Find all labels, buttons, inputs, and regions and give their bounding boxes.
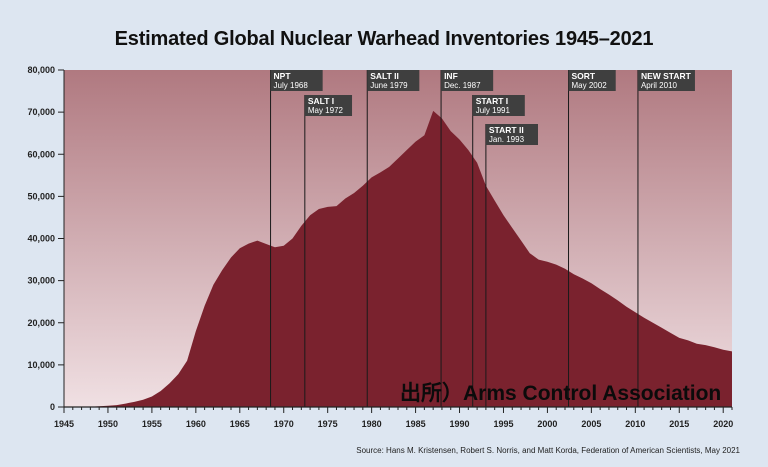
treaty-name: START II xyxy=(489,125,524,135)
treaty-name: INF xyxy=(444,71,458,81)
treaty-lines xyxy=(270,70,639,407)
x-axis: 1945 1950 1955 1960 1965 1970 1975 1980 1985 1990… xyxy=(54,406,733,429)
treaty-label-box xyxy=(270,70,323,91)
y-tick-label: 50,000 xyxy=(27,191,55,201)
y-tick-label: 60,000 xyxy=(27,149,55,159)
treaty-name: SORT xyxy=(572,71,596,81)
treaty-label-box xyxy=(637,70,695,91)
treaty-label-box xyxy=(441,70,494,91)
x-tick-label: 1955 xyxy=(142,419,162,429)
x-tick-label: 1985 xyxy=(406,419,426,429)
treaty-name: NPT xyxy=(274,71,292,81)
treaty-name: NEW START xyxy=(641,71,692,81)
treaty-label-box xyxy=(485,124,538,145)
treaty-date: June 1979 xyxy=(370,81,408,90)
treaty-label-box xyxy=(568,70,616,91)
treaty-date: Dec. 1987 xyxy=(444,81,481,90)
source-note: Source: Hans M. Kristensen, Robert S. No… xyxy=(356,446,740,455)
chart-title: Estimated Global Nuclear Warhead Invento… xyxy=(114,28,654,50)
treaty-name: SALT II xyxy=(370,71,399,81)
treaty-date: April 2010 xyxy=(641,81,678,90)
x-tick-label: 1990 xyxy=(450,419,470,429)
treaty-date: July 1991 xyxy=(476,106,511,115)
x-tick-label: 1965 xyxy=(230,419,250,429)
x-tick-label: 1970 xyxy=(274,419,294,429)
x-tick-label: 2020 xyxy=(713,419,733,429)
x-tick-label: 1950 xyxy=(98,419,118,429)
x-tick-label: 2000 xyxy=(537,419,557,429)
treaty-name: START I xyxy=(476,96,508,106)
x-tick-label: 1945 xyxy=(54,419,74,429)
treaty-date: May 2002 xyxy=(572,81,608,90)
x-tick-label: 1995 xyxy=(493,419,513,429)
treaty-date: Jan. 1993 xyxy=(489,135,525,144)
y-tick-label: 20,000 xyxy=(27,318,55,328)
y-tick-label: 30,000 xyxy=(27,276,55,286)
treaty-label-box xyxy=(304,95,353,116)
y-tick-label: 40,000 xyxy=(27,234,55,244)
treaty-date: May 1972 xyxy=(308,106,344,115)
x-tick-label: 1980 xyxy=(362,419,382,429)
y-tick-label: 70,000 xyxy=(27,107,55,117)
x-tick-label: 2010 xyxy=(625,419,645,429)
watermark-text: 出所）Arms Control Association xyxy=(400,382,722,405)
y-tick-label: 0 xyxy=(50,402,55,412)
y-axis: 0 10,000 20,000 30,000 40,000 50,000 60,000 70,… xyxy=(27,65,65,412)
x-tick-label: 2015 xyxy=(669,419,689,429)
warhead-area xyxy=(64,110,732,408)
y-tick-label: 10,000 xyxy=(27,360,55,370)
treaty-date: July 1968 xyxy=(274,81,309,90)
treaty-label-box xyxy=(472,95,525,116)
x-tick-label: 1975 xyxy=(318,419,338,429)
y-tick-label: 80,000 xyxy=(27,65,55,75)
treaty-label-box xyxy=(367,70,420,91)
x-tick-label: 1960 xyxy=(186,419,206,429)
treaty-name: SALT I xyxy=(308,96,334,106)
x-tick-label: 2005 xyxy=(581,419,601,429)
